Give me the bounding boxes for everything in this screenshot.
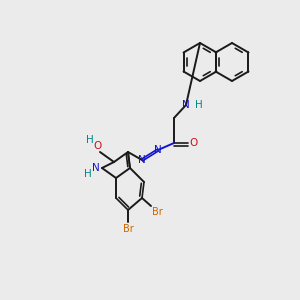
Text: N: N — [182, 100, 190, 110]
Text: H: H — [86, 135, 94, 145]
Text: Br: Br — [123, 224, 134, 234]
Text: H: H — [84, 169, 92, 179]
Text: Br: Br — [152, 207, 162, 217]
Text: H: H — [195, 100, 203, 110]
Text: N: N — [138, 155, 146, 165]
Text: N: N — [154, 145, 162, 155]
Text: O: O — [190, 138, 198, 148]
Text: N: N — [92, 163, 100, 173]
Text: O: O — [94, 141, 102, 151]
